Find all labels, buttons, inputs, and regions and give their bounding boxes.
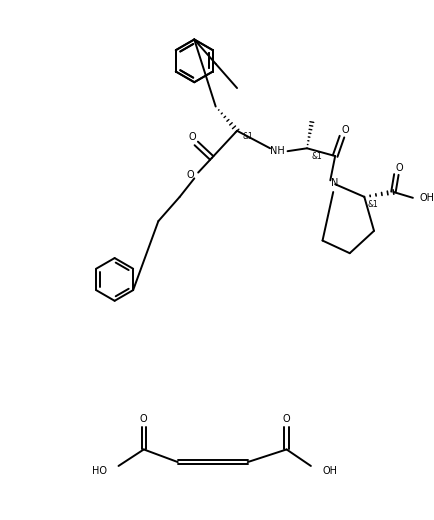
Text: O: O [283, 414, 290, 424]
Text: NH: NH [270, 146, 285, 156]
Text: O: O [395, 163, 403, 173]
Text: O: O [187, 170, 194, 179]
Text: O: O [188, 132, 196, 141]
Text: &1: &1 [312, 151, 322, 161]
Text: HO: HO [92, 466, 107, 476]
Text: &1: &1 [243, 132, 253, 141]
Text: &1: &1 [367, 200, 378, 209]
Text: N: N [331, 178, 338, 188]
Text: OH: OH [322, 466, 338, 476]
Text: O: O [140, 414, 148, 424]
Text: O: O [341, 125, 349, 135]
Text: OH: OH [420, 193, 434, 203]
